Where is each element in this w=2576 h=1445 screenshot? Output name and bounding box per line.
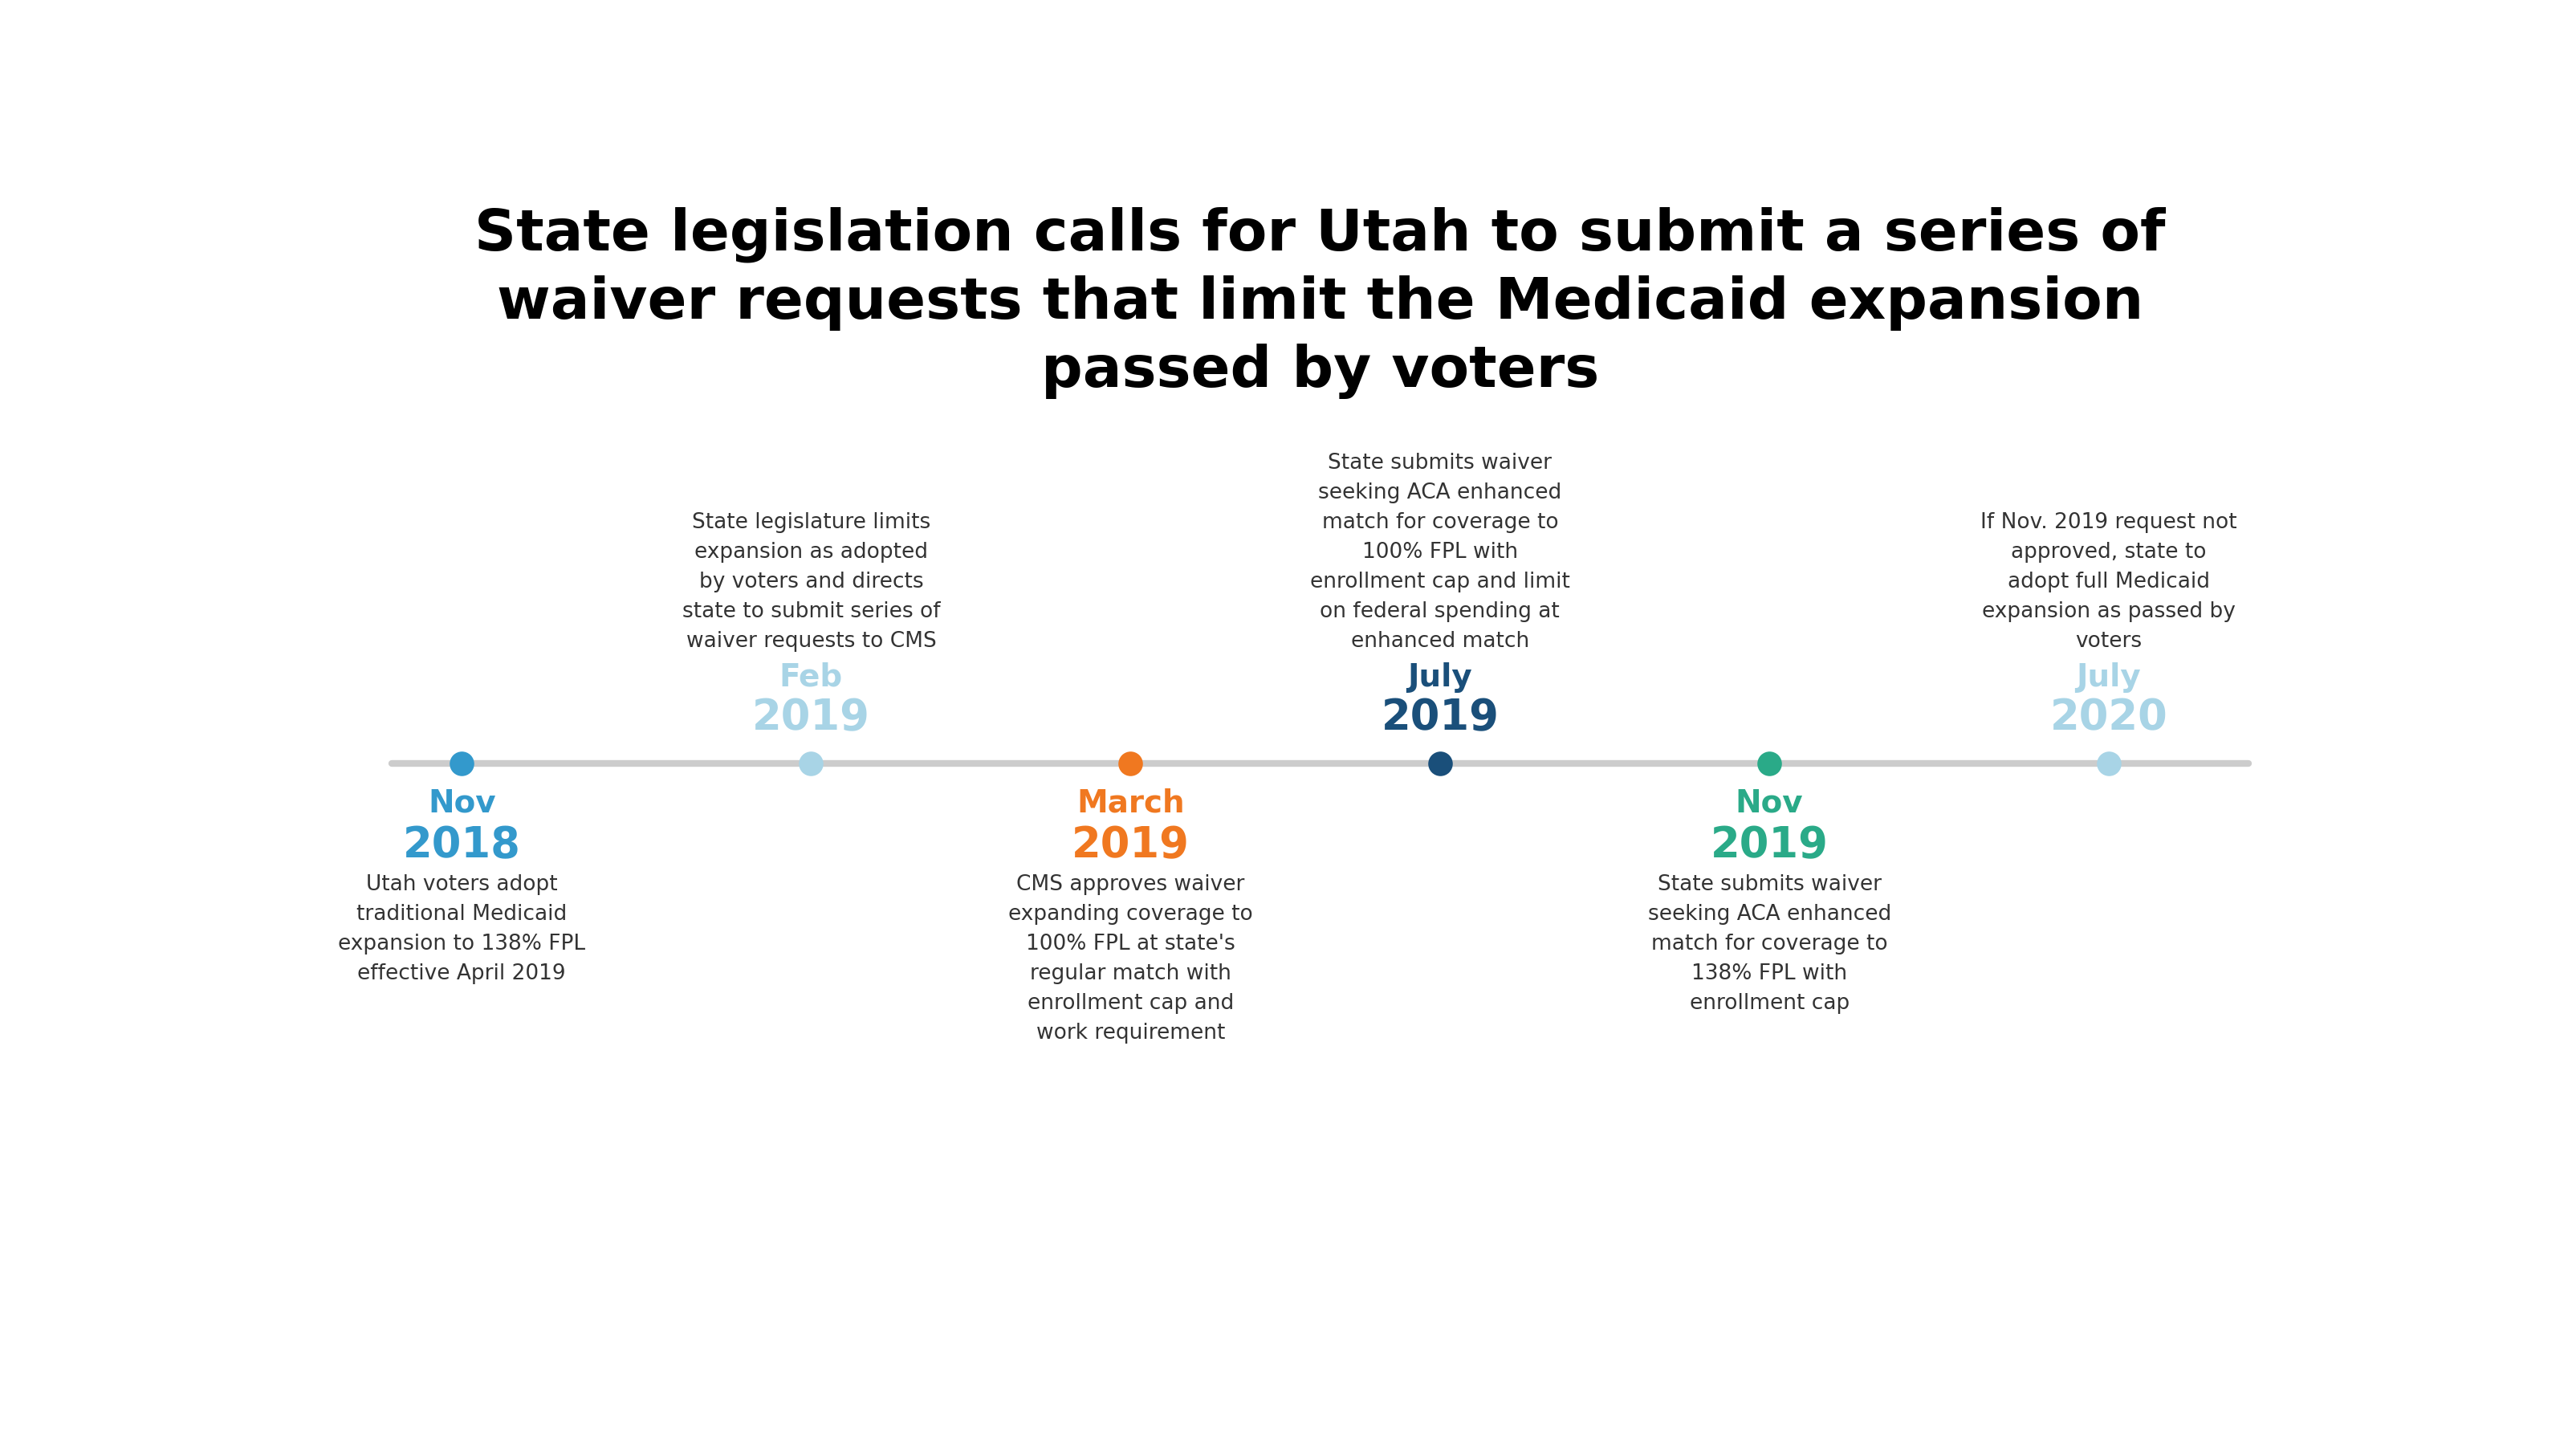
Text: 2019: 2019: [1072, 825, 1190, 867]
Text: 2018: 2018: [402, 825, 520, 867]
Text: State submits waiver
seeking ACA enhanced
match for coverage to
100% FPL with
en: State submits waiver seeking ACA enhance…: [1311, 452, 1569, 652]
Text: State legislation calls for Utah to submit a series of
waiver requests that limi: State legislation calls for Utah to subm…: [474, 207, 2166, 399]
Text: 2019: 2019: [1710, 825, 1829, 867]
Text: July: July: [2076, 662, 2141, 692]
Text: CMS approves waiver
expanding coverage to
100% FPL at state's
regular match with: CMS approves waiver expanding coverage t…: [1007, 874, 1252, 1043]
Text: Feb: Feb: [781, 662, 842, 692]
Text: 2020: 2020: [2050, 696, 2166, 738]
Text: 2019: 2019: [752, 696, 871, 738]
Text: Nov: Nov: [1736, 788, 1803, 818]
Text: If Nov. 2019 request not
approved, state to
adopt full Medicaid
expansion as pas: If Nov. 2019 request not approved, state…: [1981, 512, 2236, 652]
Text: State legislature limits
expansion as adopted
by voters and directs
state to sub: State legislature limits expansion as ad…: [683, 512, 940, 652]
Text: Utah voters adopt
traditional Medicaid
expansion to 138% FPL
effective April 201: Utah voters adopt traditional Medicaid e…: [337, 874, 585, 984]
Text: March: March: [1077, 788, 1185, 818]
Text: 2019: 2019: [1381, 696, 1499, 738]
Text: State submits waiver
seeking ACA enhanced
match for coverage to
138% FPL with
en: State submits waiver seeking ACA enhance…: [1649, 874, 1891, 1014]
Text: Nov: Nov: [428, 788, 495, 818]
Text: July: July: [1406, 662, 1473, 692]
